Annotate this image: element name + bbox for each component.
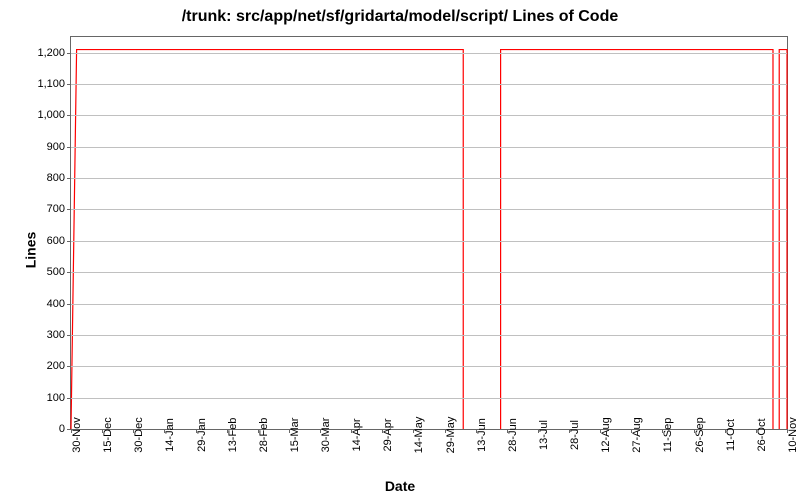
y-tick-mark <box>67 272 71 273</box>
gridline <box>71 209 787 210</box>
y-tick-mark <box>67 366 71 367</box>
series-segment <box>501 50 773 429</box>
x-tick-label: 28-Jun <box>507 418 519 452</box>
x-tick-label: 30-Mar <box>320 418 332 453</box>
x-tick-label: 13-Jun <box>476 418 488 452</box>
gridline <box>71 147 787 148</box>
gridline <box>71 178 787 179</box>
x-tick-label: 28-Jul <box>569 420 581 450</box>
x-tick-label: 15-Dec <box>102 417 114 452</box>
data-line-svg <box>71 37 787 429</box>
x-tick-label: 13-Jul <box>538 420 550 450</box>
x-tick-label: 28-Feb <box>258 418 270 453</box>
y-tick-mark <box>67 115 71 116</box>
series-segment <box>779 50 787 429</box>
x-tick-label: 14-May <box>413 417 425 454</box>
series-segment <box>71 50 463 429</box>
x-tick-label: 27-Aug <box>631 417 643 452</box>
y-tick-label: 100 <box>47 392 65 404</box>
gridline <box>71 398 787 399</box>
y-tick-label: 300 <box>47 329 65 341</box>
x-tick-label: 10-Nov <box>787 417 799 452</box>
gridline <box>71 53 787 54</box>
y-tick-label: 1,100 <box>37 78 65 90</box>
x-tick-label: 13-Feb <box>227 418 239 453</box>
x-tick-label: 11-Sep <box>662 418 674 453</box>
gridline <box>71 335 787 336</box>
y-tick-label: 500 <box>47 266 65 278</box>
y-tick-label: 1,000 <box>37 109 65 121</box>
gridline <box>71 366 787 367</box>
x-tick-label: 15-Mar <box>289 418 301 453</box>
x-tick-label: 26-Sep <box>694 417 706 452</box>
y-tick-label: 1,200 <box>37 47 65 59</box>
loc-chart: /trunk: src/app/net/sf/gridarta/model/sc… <box>0 0 800 500</box>
y-tick-mark <box>67 335 71 336</box>
chart-title: /trunk: src/app/net/sf/gridarta/model/sc… <box>0 8 800 26</box>
y-tick-mark <box>67 304 71 305</box>
gridline <box>71 272 787 273</box>
gridline <box>71 241 787 242</box>
x-tick-label: 14-Apr <box>351 418 363 451</box>
y-tick-mark <box>67 178 71 179</box>
x-axis-label: Date <box>0 478 800 494</box>
y-tick-mark <box>67 53 71 54</box>
x-tick-label: 30-Dec <box>133 417 145 452</box>
y-tick-label: 900 <box>47 141 65 153</box>
y-tick-label: 400 <box>47 298 65 310</box>
y-tick-label: 0 <box>59 423 65 435</box>
y-tick-mark <box>67 398 71 399</box>
y-tick-mark <box>67 209 71 210</box>
x-tick-label: 29-Apr <box>382 418 394 451</box>
gridline <box>71 84 787 85</box>
x-tick-label: 29-May <box>445 417 457 454</box>
plot-area: 01002003004005006007008009001,0001,1001,… <box>70 36 788 430</box>
x-tick-label: 11-Oct <box>725 419 737 451</box>
x-tick-label: 29-Jan <box>196 418 208 452</box>
y-tick-label: 700 <box>47 203 65 215</box>
gridline <box>71 115 787 116</box>
x-tick-label: 30-Nov <box>71 417 83 452</box>
y-tick-mark <box>67 147 71 148</box>
y-tick-mark <box>67 84 71 85</box>
y-tick-label: 200 <box>47 360 65 372</box>
y-tick-mark <box>67 241 71 242</box>
x-tick-label: 26-Oct <box>756 418 768 451</box>
y-tick-label: 800 <box>47 172 65 184</box>
x-tick-label: 12-Aug <box>600 417 612 452</box>
y-tick-label: 600 <box>47 235 65 247</box>
gridline <box>71 304 787 305</box>
x-tick-label: 14-Jan <box>164 418 176 452</box>
y-axis-label: Lines <box>22 232 38 269</box>
